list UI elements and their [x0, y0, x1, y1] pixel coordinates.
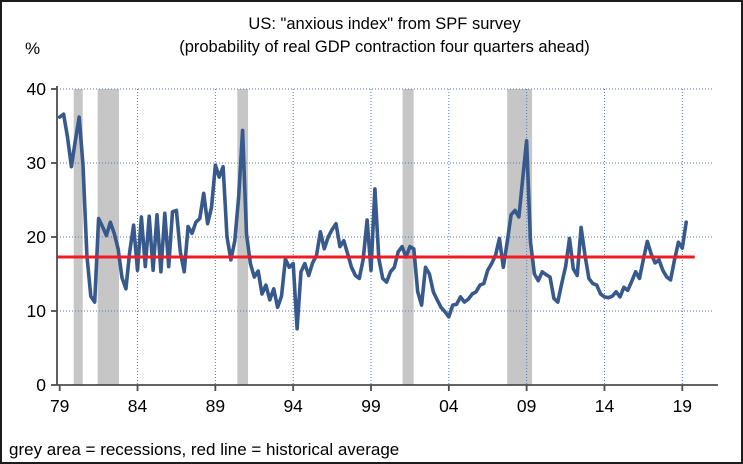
chart-title-block: US: "anxious index" from SPF survey (pro… — [32, 13, 737, 59]
y-axis-unit-label: % — [25, 39, 41, 58]
chart-subtitle: (probability of real GDP contraction fou… — [179, 38, 590, 56]
x-tick-label: 09 — [517, 396, 536, 416]
x-tick-label: 19 — [673, 396, 692, 416]
y-tick-label: 40 — [27, 79, 47, 99]
anxious-index-line — [57, 112, 689, 331]
x-tick-label: 99 — [361, 396, 380, 416]
y-tick-label: 0 — [36, 375, 46, 395]
y-tick-label: 20 — [27, 227, 47, 247]
x-tick-label: 79 — [50, 396, 69, 416]
x-tick-label: 14 — [595, 396, 615, 416]
recession-band — [237, 89, 249, 385]
chart-title: US: "anxious index" from SPF survey — [248, 15, 521, 33]
y-tick-label: 10 — [27, 301, 47, 321]
x-tick-label: 94 — [283, 396, 303, 416]
x-tick-label: 04 — [439, 396, 459, 416]
x-tick-label: 84 — [128, 396, 148, 416]
legend-note: grey area = recessions, red line = histo… — [9, 440, 400, 459]
x-tick-label: 89 — [206, 396, 225, 416]
y-tick-label: 30 — [27, 153, 47, 173]
